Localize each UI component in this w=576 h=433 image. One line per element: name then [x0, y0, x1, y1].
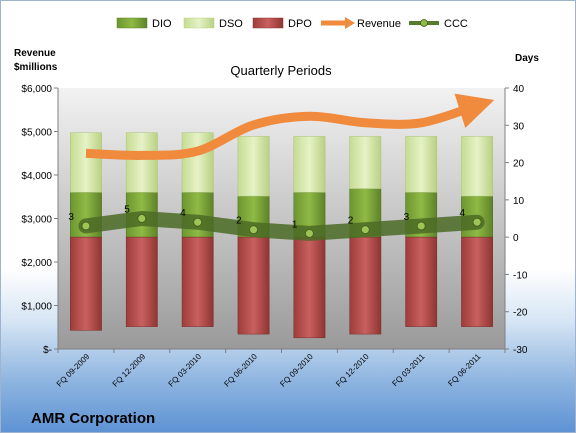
ccc-marker	[305, 229, 314, 238]
bar-dso	[237, 136, 270, 197]
bar-dpo	[349, 236, 382, 335]
legend-label-ccc: CCC	[444, 18, 468, 30]
legend-marker-ccc	[420, 19, 428, 27]
ccc-marker	[193, 217, 203, 227]
bars-layer	[70, 132, 493, 339]
ccc-marker	[249, 225, 258, 235]
right-tick-label: 30	[513, 121, 525, 132]
category-label: FQ 09-2010	[278, 352, 315, 389]
bar-dpo	[125, 236, 158, 327]
ccc-data-label: 2	[236, 216, 242, 227]
legend-swatch-dpo	[252, 17, 284, 29]
ccc-data-label: 3	[68, 212, 74, 223]
bar-dpo	[405, 236, 438, 327]
ccc-data-label: 3	[404, 212, 410, 223]
ccc-marker	[416, 221, 426, 231]
left-tick-label: $4,000	[21, 171, 52, 182]
legend-item-dso: DSO	[183, 17, 243, 30]
left-tick-label: $1,000	[21, 302, 52, 313]
category-label: FQ 03-2010	[167, 352, 204, 389]
revenue-line	[85, 93, 495, 160]
category-label: FQ 06-2010	[222, 352, 259, 389]
right-tick-label: -20	[513, 308, 528, 319]
bar-dso	[70, 132, 102, 193]
right-tick-label: -10	[513, 270, 528, 281]
legend-item-revenue: Revenue	[321, 17, 401, 30]
category-label: FQ 03-2011	[390, 352, 427, 389]
bar-dpo	[293, 236, 326, 339]
bar-dpo	[70, 236, 102, 331]
left-axis-label-line1: Revenue	[14, 48, 56, 59]
ccc-marker	[81, 221, 91, 231]
bar-dso	[461, 136, 493, 197]
left-tick-label: $-	[43, 345, 52, 356]
right-tick-label: 20	[513, 159, 525, 170]
lines-layer: 3 5 4 2 1 2 3 4	[68, 93, 495, 241]
company-name: AMR Corporation	[31, 410, 155, 427]
legend-label-dso: DSO	[219, 18, 243, 30]
legend-item-dpo: DPO	[252, 17, 312, 30]
bar-dso	[125, 132, 158, 193]
legend-swatch-dio	[116, 17, 148, 29]
legend-item-dio: DIO	[116, 17, 172, 30]
legend-swatch-dso	[183, 17, 215, 29]
legend-item-ccc: CCC	[409, 18, 468, 30]
category-label: FQ 12-2010	[334, 352, 371, 389]
bar-dpo	[181, 236, 214, 327]
ccc-data-label: 4	[180, 208, 186, 219]
bar-dpo	[461, 236, 493, 327]
category-label: FQ 06-2011	[446, 352, 483, 389]
legend-label-dio: DIO	[152, 18, 172, 30]
ccc-marker	[360, 225, 370, 235]
ccc-marker	[472, 217, 482, 227]
ccc-data-label: 4	[460, 208, 466, 219]
right-tick-label: 10	[513, 196, 525, 207]
ccc-data-label: 2	[348, 216, 354, 227]
legend-label-revenue: Revenue	[357, 18, 401, 30]
ccc-marker	[137, 214, 147, 223]
right-tick-label: 40	[513, 84, 525, 95]
left-axis-label-line2: $millions	[14, 62, 58, 73]
left-tick-label: $2,000	[21, 258, 52, 269]
left-tick-label: $5,000	[21, 128, 52, 139]
category-label: FQ 12-2009	[111, 352, 148, 389]
ccc-data-label: 5	[124, 205, 130, 216]
ccc-line	[78, 211, 485, 241]
legend-arrow-icon	[345, 17, 355, 29]
right-axis-label: Days	[515, 53, 539, 64]
bar-dso	[349, 136, 382, 189]
bar-dso	[293, 136, 326, 193]
category-label: FQ 09-2009	[55, 352, 92, 389]
legend-label-dpo: DPO	[288, 18, 312, 30]
left-tick-label: $3,000	[21, 215, 52, 226]
left-tick-label: $6,000	[21, 84, 52, 95]
bar-dpo	[237, 236, 270, 335]
legend: DIO DSO DPO Revenue CCC	[116, 17, 468, 30]
chart-title: Quarterly Periods	[230, 63, 332, 78]
ccc-data-label: 1	[292, 219, 298, 230]
right-tick-label: -30	[513, 345, 528, 356]
bar-dso	[405, 136, 438, 193]
bar-dso	[181, 132, 214, 193]
right-tick-label: 0	[513, 233, 519, 244]
